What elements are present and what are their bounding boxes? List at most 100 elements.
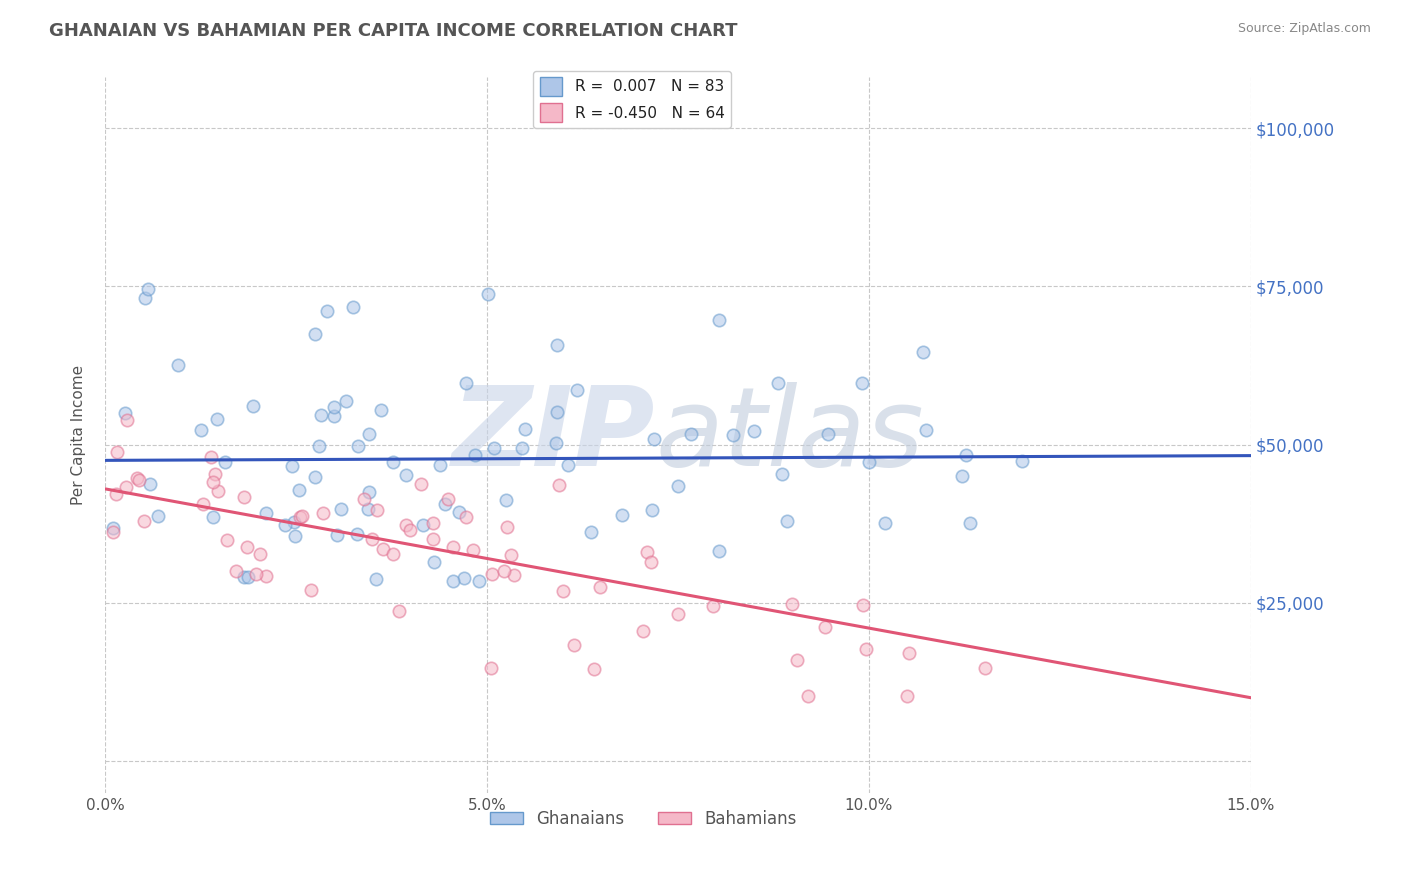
Point [896,689,918,703]
Point [395,518,418,533]
Point [215,533,238,548]
Point [952,468,974,483]
Point [330,501,353,516]
Point [409,477,432,491]
Point [304,327,326,342]
Point [782,597,804,611]
Point [290,509,312,524]
Point [640,502,662,516]
Point [382,547,405,561]
Point [482,441,505,455]
Point [232,569,254,583]
Point [388,604,411,618]
Point [288,510,311,524]
Point [105,444,128,458]
Point [136,282,159,296]
Point [364,572,387,586]
Point [643,432,665,446]
Point [565,383,588,397]
Point [494,564,516,578]
Point [479,661,502,675]
Point [201,510,224,524]
Point [309,409,332,423]
Point [114,480,136,494]
Point [304,469,326,483]
Text: ZIP: ZIP [451,382,655,489]
Point [610,508,633,523]
Point [103,520,125,534]
Point [225,564,247,578]
Point [1011,454,1033,468]
Point [233,490,256,504]
Point [502,568,524,582]
Point [817,427,839,442]
Point [366,503,388,517]
Point [897,646,920,660]
Point [205,412,228,426]
Point [288,483,311,498]
Point [873,516,896,531]
Point [636,544,658,558]
Point [456,376,478,390]
Point [335,394,357,409]
Point [105,487,128,501]
Point [666,607,689,622]
Point [412,517,434,532]
Point [422,533,444,547]
Text: atlas: atlas [655,382,924,489]
Point [914,423,936,437]
Point [666,479,689,493]
Point [423,555,446,569]
Point [308,439,330,453]
Point [553,584,575,599]
Point [134,292,156,306]
Point [461,543,484,558]
Point [214,455,236,469]
Point [796,689,818,703]
Point [589,580,612,594]
Point [346,439,368,453]
Text: GHANAIAN VS BAHAMIAN PER CAPITA INCOME CORRELATION CHART: GHANAIAN VS BAHAMIAN PER CAPITA INCOME C… [49,22,738,40]
Point [207,484,229,499]
Text: Source: ZipAtlas.com: Source: ZipAtlas.com [1237,22,1371,36]
Point [316,303,339,318]
Point [513,422,536,436]
Point [911,345,934,359]
Point [280,459,302,474]
Point [557,458,579,472]
Point [786,653,808,667]
Point [449,505,471,519]
Point [200,450,222,464]
Point [235,540,257,554]
Point [357,427,380,442]
Point [283,515,305,529]
Point [254,507,277,521]
Point [702,599,724,614]
Point [510,441,533,455]
Point [546,405,568,419]
Point [814,620,837,634]
Point [770,467,793,481]
Point [191,496,214,510]
Point [429,458,451,472]
Point [973,661,995,675]
Point [190,423,212,437]
Point [373,541,395,556]
Point [357,485,380,500]
Point [631,624,654,638]
Point [441,574,464,588]
Point [101,525,124,540]
Point [544,435,567,450]
Point [855,641,877,656]
Point [464,448,486,462]
Point [236,569,259,583]
Point [115,413,138,427]
Y-axis label: Per Capita Income: Per Capita Income [72,365,86,505]
Point [640,555,662,569]
Point [284,529,307,543]
Point [709,544,731,558]
Point [326,528,349,542]
Point [361,532,384,546]
Point [742,424,765,438]
Point [128,474,150,488]
